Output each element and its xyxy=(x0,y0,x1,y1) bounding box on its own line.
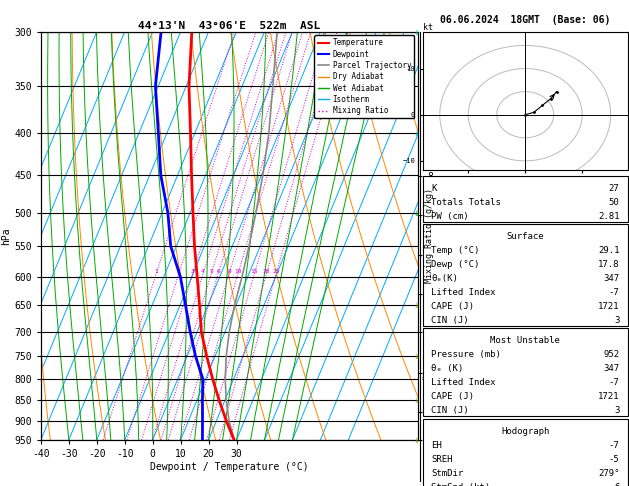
Text: Lifted Index: Lifted Index xyxy=(431,288,496,297)
Text: Most Unstable: Most Unstable xyxy=(490,336,560,346)
Text: 5: 5 xyxy=(209,269,213,274)
Text: 25: 25 xyxy=(272,269,280,274)
Text: ↓: ↓ xyxy=(413,128,420,139)
Text: K: K xyxy=(431,184,437,192)
Text: 3: 3 xyxy=(614,406,620,416)
Text: 15: 15 xyxy=(250,269,258,274)
Text: Lifted Index: Lifted Index xyxy=(431,379,496,387)
Title: 44°13'N  43°06'E  522m  ASL: 44°13'N 43°06'E 522m ASL xyxy=(138,21,321,31)
Text: 20: 20 xyxy=(263,269,270,274)
Text: 6: 6 xyxy=(614,483,620,486)
Text: 10: 10 xyxy=(234,269,242,274)
Text: CIN (J): CIN (J) xyxy=(431,406,469,416)
Text: -5: -5 xyxy=(609,455,620,464)
Text: ↓: ↓ xyxy=(413,396,420,405)
Text: Surface: Surface xyxy=(506,232,544,241)
Text: 4: 4 xyxy=(201,269,205,274)
Bar xyxy=(423,224,628,326)
Text: ↓: ↓ xyxy=(413,27,420,36)
Text: 347: 347 xyxy=(603,274,620,283)
Text: CAPE (J): CAPE (J) xyxy=(431,302,474,311)
Text: ↓: ↓ xyxy=(413,351,420,361)
Text: θₑ (K): θₑ (K) xyxy=(431,364,463,373)
Legend: Temperature, Dewpoint, Parcel Trajectory, Dry Adiabat, Wet Adiabat, Isotherm, Mi: Temperature, Dewpoint, Parcel Trajectory… xyxy=(314,35,415,118)
Text: ↓: ↓ xyxy=(413,208,420,218)
Y-axis label: hPa: hPa xyxy=(1,227,11,244)
Text: StmDir: StmDir xyxy=(431,469,463,478)
Text: PW (cm): PW (cm) xyxy=(431,211,469,221)
Text: StmSpd (kt): StmSpd (kt) xyxy=(431,483,490,486)
X-axis label: Dewpoint / Temperature (°C): Dewpoint / Temperature (°C) xyxy=(150,462,309,471)
Text: 2.81: 2.81 xyxy=(598,211,620,221)
Text: Temp (°C): Temp (°C) xyxy=(431,246,479,255)
Text: Hodograph: Hodograph xyxy=(501,427,549,436)
Text: 29.1: 29.1 xyxy=(598,246,620,255)
Text: ↓: ↓ xyxy=(413,435,420,445)
Text: 1721: 1721 xyxy=(598,392,620,401)
Text: -7: -7 xyxy=(609,441,620,450)
Text: kt: kt xyxy=(423,22,433,32)
Text: Pressure (mb): Pressure (mb) xyxy=(431,350,501,360)
Text: 50: 50 xyxy=(609,197,620,207)
Text: Dewp (°C): Dewp (°C) xyxy=(431,260,479,269)
Text: EH: EH xyxy=(431,441,442,450)
Text: 952: 952 xyxy=(603,350,620,360)
Text: 06.06.2024  18GMT  (Base: 06): 06.06.2024 18GMT (Base: 06) xyxy=(440,15,610,25)
Text: 3: 3 xyxy=(191,269,194,274)
Text: SREH: SREH xyxy=(431,455,452,464)
Text: -7: -7 xyxy=(609,288,620,297)
Text: 1: 1 xyxy=(154,269,158,274)
Bar xyxy=(423,175,628,222)
Text: 279°: 279° xyxy=(598,469,620,478)
Text: ↓: ↓ xyxy=(413,300,420,311)
Text: Totals Totals: Totals Totals xyxy=(431,197,501,207)
Text: =LCL: =LCL xyxy=(422,375,442,383)
Text: 17.8: 17.8 xyxy=(598,260,620,269)
Text: -7: -7 xyxy=(609,379,620,387)
Y-axis label: km
ASL: km ASL xyxy=(436,227,457,244)
Text: 3: 3 xyxy=(614,316,620,325)
Bar xyxy=(423,329,628,417)
Bar xyxy=(423,419,628,486)
Text: Mixing Ratio (g/kg): Mixing Ratio (g/kg) xyxy=(425,188,433,283)
Text: 347: 347 xyxy=(603,364,620,373)
Text: 8: 8 xyxy=(227,269,231,274)
Text: 1721: 1721 xyxy=(598,302,620,311)
Text: CAPE (J): CAPE (J) xyxy=(431,392,474,401)
Text: θₑ(K): θₑ(K) xyxy=(431,274,458,283)
Text: CIN (J): CIN (J) xyxy=(431,316,469,325)
Text: 2: 2 xyxy=(177,269,181,274)
Text: 27: 27 xyxy=(609,184,620,192)
Text: 6: 6 xyxy=(216,269,220,274)
